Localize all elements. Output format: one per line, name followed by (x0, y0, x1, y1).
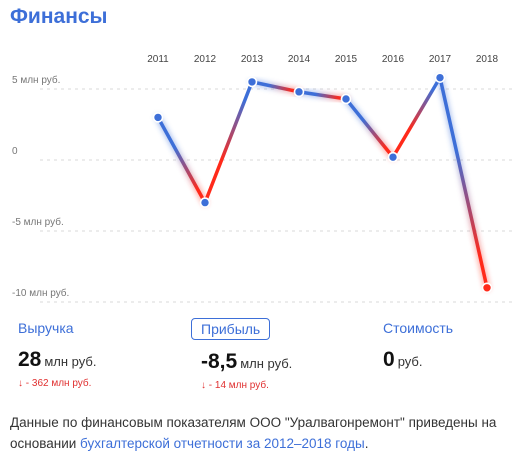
segment-2016-2017 (391, 75, 442, 159)
data-point-2011 (152, 112, 164, 123)
segment-2017-2018 (438, 75, 489, 290)
metric-profit-change: ↓ - 14 млн руб. (201, 380, 269, 391)
data-point-2015 (340, 93, 352, 105)
x-tick-label-2012: 2012 (194, 54, 217, 65)
metric-revenue: Выручка 28 млн руб. ↓ - 362 млн руб. (18, 318, 96, 389)
segment-2013-2014 (250, 80, 301, 94)
y-tick-label-2: -5 млн руб. (12, 216, 64, 228)
metric-revenue-change: ↓ - 362 млн руб. (18, 378, 92, 389)
segment-2015-2016 (344, 97, 395, 159)
footnote: Данные по финансовым показателям ООО "Ур… (10, 412, 515, 454)
metric-value-tab[interactable]: Стоимость (383, 320, 454, 336)
x-tick-label-2013: 2013 (241, 54, 264, 65)
metric-profit-value: -8,5 (201, 350, 238, 373)
x-tick-label-2015: 2015 (335, 54, 358, 65)
x-tick-label-2014: 2014 (288, 54, 311, 65)
x-tick-label-2016: 2016 (382, 54, 405, 65)
segment-2014-2015 (297, 90, 348, 101)
metric-value-unit: руб. (397, 354, 423, 369)
page-title: Финансы (10, 5, 108, 28)
accounting-reports-link[interactable]: бухгалтерской отчетности за 2012–2018 го… (80, 436, 365, 451)
metric-profit-tab[interactable]: Прибыль (191, 318, 271, 340)
x-tick-label-2011: 2011 (147, 54, 169, 65)
metric-profit: Прибыль -8,5 млн руб. ↓ - 14 млн руб. (191, 318, 293, 391)
data-point-2016 (387, 151, 399, 163)
data-point-2012 (199, 197, 211, 208)
x-tick-label-2017: 2017 (429, 54, 452, 65)
x-tick-label-2018: 2018 (476, 54, 499, 65)
metric-value-value: 0 (383, 348, 395, 371)
footnote-text: Данные по финансовым показателям ООО "Ур… (10, 415, 497, 451)
metric-revenue-value: 28 (18, 348, 42, 371)
y-tick-label-1: 0 (12, 146, 18, 157)
metrics-row: Выручка 28 млн руб. ↓ - 362 млн руб. Приб… (0, 318, 525, 398)
footnote-end: . (364, 436, 369, 451)
y-tick-label-3: -10 млн руб. (12, 287, 69, 299)
metric-revenue-tab[interactable]: Выручка (18, 320, 74, 336)
data-point-2014 (293, 86, 305, 98)
metric-profit-unit: млн руб. (240, 356, 293, 371)
segment-2012-2013 (203, 80, 254, 205)
data-point-2013 (246, 76, 258, 88)
metric-value: Стоимость 0 руб. (383, 318, 453, 378)
y-tick-label-0: 5 млн руб. (12, 74, 60, 86)
data-point-2018 (481, 282, 493, 294)
segment-2011-2012 (156, 115, 207, 205)
data-point-2017 (434, 72, 446, 83)
metric-revenue-unit: млн руб. (44, 354, 97, 369)
profit-line-chart: 5 млн руб. 0 -5 млн руб. -10 млн руб. 2011 20… (12, 54, 515, 303)
